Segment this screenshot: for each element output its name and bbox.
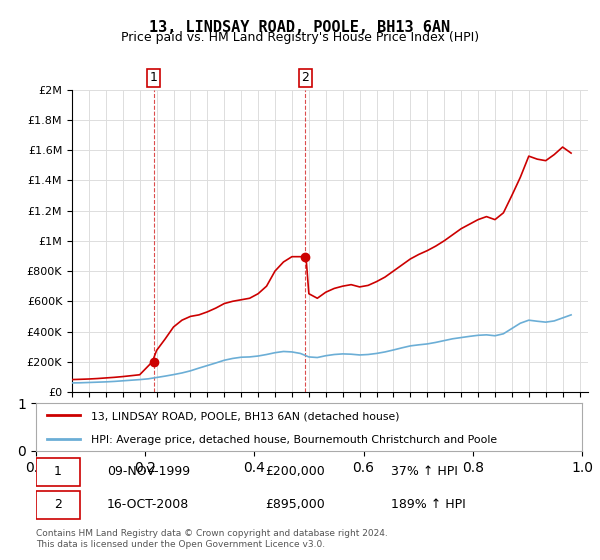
- Text: 2: 2: [301, 71, 309, 84]
- Text: Contains HM Land Registry data © Crown copyright and database right 2024.
This d: Contains HM Land Registry data © Crown c…: [36, 529, 388, 549]
- Text: HPI: Average price, detached house, Bournemouth Christchurch and Poole: HPI: Average price, detached house, Bour…: [91, 435, 497, 445]
- Text: 13, LINDSAY ROAD, POOLE, BH13 6AN: 13, LINDSAY ROAD, POOLE, BH13 6AN: [149, 20, 451, 35]
- Text: 189% ↑ HPI: 189% ↑ HPI: [391, 498, 466, 511]
- Text: £200,000: £200,000: [265, 465, 325, 478]
- Text: 2: 2: [54, 498, 62, 511]
- Text: 13, LINDSAY ROAD, POOLE, BH13 6AN (detached house): 13, LINDSAY ROAD, POOLE, BH13 6AN (detac…: [91, 412, 399, 422]
- Text: Price paid vs. HM Land Registry's House Price Index (HPI): Price paid vs. HM Land Registry's House …: [121, 31, 479, 44]
- FancyBboxPatch shape: [36, 491, 80, 519]
- Text: 37% ↑ HPI: 37% ↑ HPI: [391, 465, 458, 478]
- Text: 16-OCT-2008: 16-OCT-2008: [107, 498, 189, 511]
- Text: 09-NOV-1999: 09-NOV-1999: [107, 465, 190, 478]
- Text: £895,000: £895,000: [265, 498, 325, 511]
- Text: 1: 1: [54, 465, 62, 478]
- FancyBboxPatch shape: [36, 458, 80, 486]
- Text: 1: 1: [150, 71, 158, 84]
